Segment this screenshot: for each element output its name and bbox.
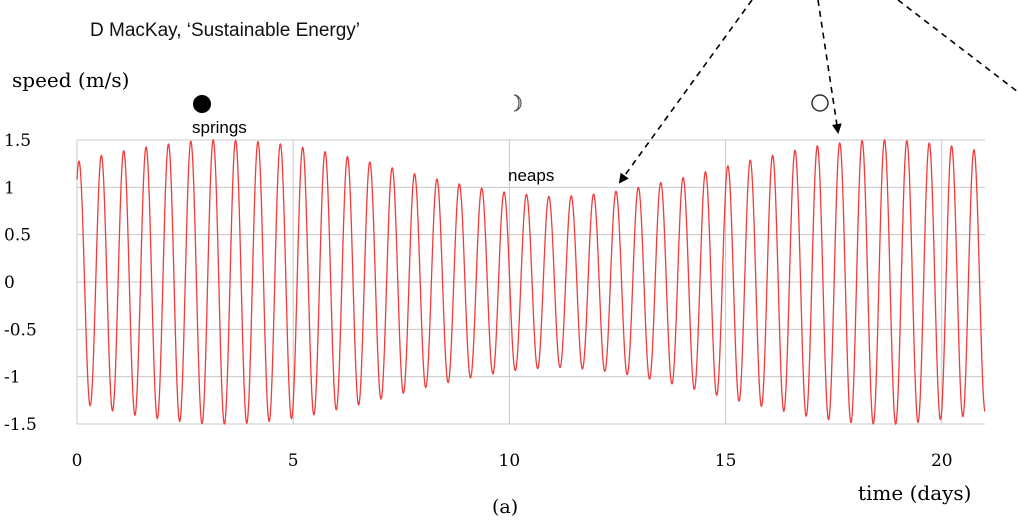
y-tick-label: -1 [4, 368, 21, 388]
y-tick-label: 1 [4, 178, 15, 198]
y-tick-labels: 1.5 1 0.5 0 -0.5 -1 -1.5 [4, 131, 37, 435]
offscreen-pointer-arrow [897, 0, 1018, 93]
x-tick-label: 5 [288, 451, 299, 471]
x-axis-label: time (days) [858, 481, 972, 505]
filled-circle-icon [193, 95, 211, 113]
open-circle-icon [811, 94, 829, 112]
x-tick-labels: 0 5 10 15 20 [72, 451, 953, 471]
panel-label: (a) [492, 496, 518, 518]
y-tick-label: -1.5 [4, 415, 37, 435]
crescent-moon-icon [513, 94, 522, 112]
springs-pointer-arrow [817, 0, 842, 134]
series-speed-line [76, 138, 986, 426]
y-tick-label: -0.5 [4, 320, 37, 340]
source-credit: D MacKay, ‘Sustainable Energy’ [90, 20, 360, 41]
springs-annotation: springs [192, 118, 247, 137]
x-tick-label: 10 [499, 451, 521, 471]
y-tick-label: 0 [4, 273, 15, 293]
y-tick-label: 1.5 [4, 131, 31, 151]
y-tick-label: 0.5 [4, 226, 31, 246]
neaps-pointer-arrow [618, 0, 753, 184]
x-tick-label: 0 [72, 451, 83, 471]
neaps-annotation: neaps [508, 166, 554, 185]
x-tick-label: 15 [715, 451, 737, 471]
y-axis-label: speed (m/s) [12, 68, 129, 92]
x-tick-label: 20 [931, 451, 953, 471]
